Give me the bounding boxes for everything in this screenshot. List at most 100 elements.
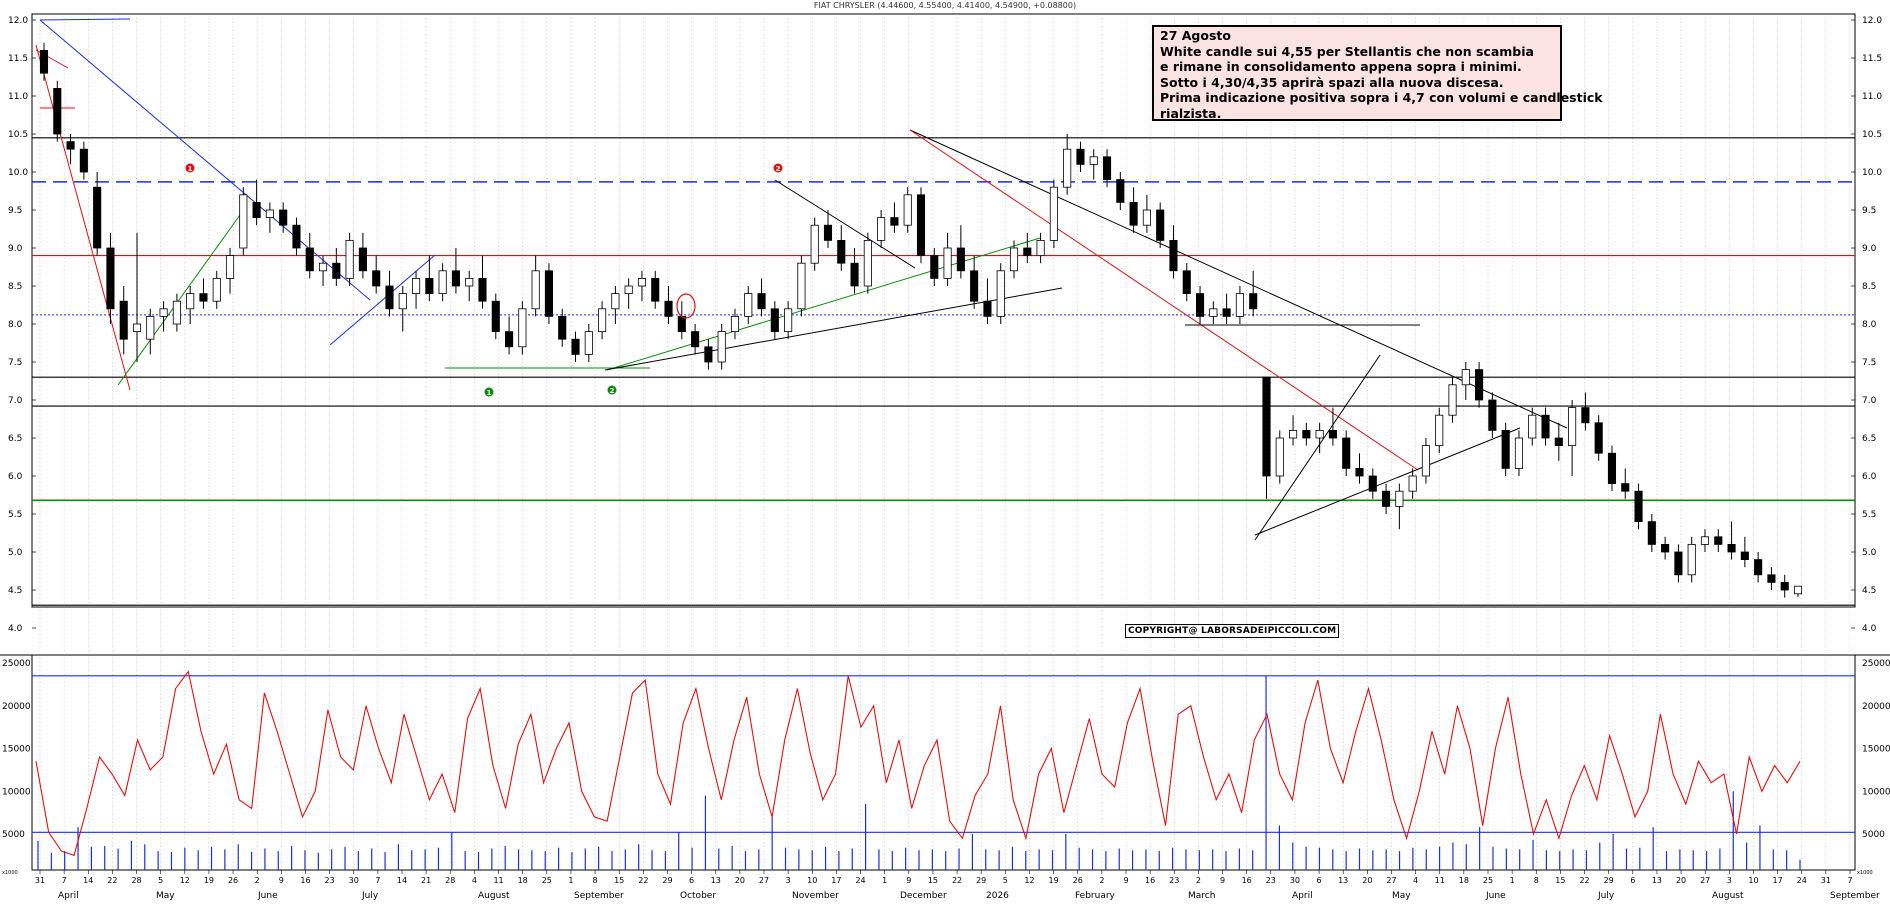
volume-tick-label: 25000 (1862, 659, 1890, 669)
x-tick-month-label: May (1392, 891, 1411, 901)
x-tick-day-label: 5 (1003, 876, 1008, 885)
candle-up (172, 300, 181, 325)
candle-up (717, 331, 726, 363)
candle-down (823, 224, 833, 241)
candle-up (863, 239, 872, 287)
price-tick-label: 10.5 (1862, 130, 1882, 140)
x-tick-day-label: 29 (976, 876, 986, 885)
candle-down (305, 247, 314, 272)
candle-down (1634, 490, 1643, 523)
price-tick-label: 6.5 (8, 434, 22, 444)
x-tick-day-label: 10 (1748, 876, 1758, 885)
chart-title-text: FIAT CHRYSLER (4.44600, 4.55400, 4.41400… (813, 1, 1077, 10)
price-tick-label: 6.0 (1862, 472, 1877, 482)
oscillator-line (35, 670, 1801, 857)
candle-down (890, 217, 899, 226)
candle-up (412, 277, 421, 294)
x-tick-day-label: 31 (1821, 876, 1831, 885)
trend-line (39, 18, 131, 21)
candle-down (956, 247, 965, 272)
candle-up (1275, 437, 1284, 477)
price-tick-label: 10.5 (8, 130, 28, 140)
candle-down (1195, 293, 1205, 317)
candle-down (677, 315, 686, 332)
candle-up (1049, 186, 1058, 241)
price-tick-label: 11.0 (8, 92, 28, 102)
price-tick-label: 9.5 (8, 206, 22, 216)
candle-down (704, 346, 713, 363)
candle-down (1594, 422, 1603, 454)
candle-up (1089, 156, 1098, 165)
candle-down (1607, 452, 1617, 485)
candle-down (691, 331, 700, 348)
price-tick-label: 11.5 (8, 54, 28, 64)
candle-up (1461, 369, 1470, 386)
candle-up (1009, 247, 1019, 272)
trend-line (606, 237, 1041, 371)
x-tick-day-label: 22 (1579, 876, 1589, 885)
x-tick-day-label: 11 (493, 876, 503, 885)
x-tick-day-label: 20 (1676, 876, 1686, 885)
x-tick-day-label: 17 (1773, 876, 1783, 885)
candle-up (1209, 308, 1218, 317)
volume-tick-label: 20000 (1862, 702, 1890, 712)
price-tick-label: 8.5 (1862, 282, 1876, 292)
x-tick-day-label: 7 (1847, 876, 1852, 885)
candle-down (1714, 536, 1723, 545)
price-tick-label: 11.0 (1862, 92, 1882, 102)
x-tick-day-label: 23 (1266, 876, 1276, 885)
candle-down (1581, 407, 1590, 424)
x-tick-month-label: December (900, 891, 947, 901)
volume-tick-label: 5000 (1862, 830, 1885, 840)
candle-down (1674, 551, 1683, 576)
x-tick-day-label: 3 (786, 876, 791, 885)
x-tick-day-label: 4 (472, 876, 477, 885)
candle-up (1289, 429, 1298, 439)
x-tick-day-label: 6 (689, 876, 694, 885)
candle-down (53, 88, 62, 135)
price-tick-label: 12.0 (1862, 16, 1882, 26)
candle-up (611, 293, 620, 310)
x-tick-month-label: March (1188, 891, 1215, 901)
x-tick-day-label: 7 (375, 876, 380, 885)
candle-up (797, 262, 806, 310)
marker-dot (773, 163, 783, 173)
candle-down (558, 315, 567, 340)
price-tick-label: 8.5 (8, 282, 22, 292)
candle-down (1488, 399, 1497, 431)
candle-up (996, 270, 1005, 317)
candle-down (66, 141, 75, 150)
trend-line (329, 254, 436, 346)
price-tick-label: 4.0 (8, 624, 23, 634)
price-tick-label: 8.0 (1862, 320, 1877, 330)
candle-up (132, 323, 142, 332)
x-tick-day-label: 12 (180, 876, 190, 885)
candle-down (1076, 148, 1085, 165)
x-tick-day-label: 1 (568, 876, 573, 885)
x-tick-day-label: 3 (1727, 876, 1732, 885)
candle-up (186, 293, 195, 310)
x-tick-month-label: June (257, 891, 278, 901)
candle-down (1647, 521, 1656, 545)
candle-down (385, 285, 394, 310)
candle-down (1182, 270, 1191, 294)
x-tick-day-label: 27 (759, 876, 769, 885)
candle-up (1568, 407, 1577, 447)
candle-down (1661, 544, 1670, 553)
candle-up (943, 247, 952, 279)
x-tick-day-label: 17 (831, 876, 841, 885)
candle-up (1687, 544, 1696, 576)
x-tick-day-label: 20 (735, 876, 745, 885)
x-tick-day-label: 27 (1700, 876, 1710, 885)
candle-down (1382, 490, 1391, 507)
x-tick-day-label: 7 (62, 876, 67, 885)
candle-down (1102, 156, 1112, 181)
candle-down (1249, 293, 1258, 310)
volume-tick-label: 10000 (1862, 787, 1890, 797)
marker-label: 1 (188, 165, 193, 173)
candle-down (1262, 376, 1271, 477)
candle-down (491, 300, 500, 333)
x-tick-day-label: 2 (1196, 876, 1201, 885)
candle-down (39, 50, 49, 74)
marker-label: 1 (487, 389, 492, 397)
